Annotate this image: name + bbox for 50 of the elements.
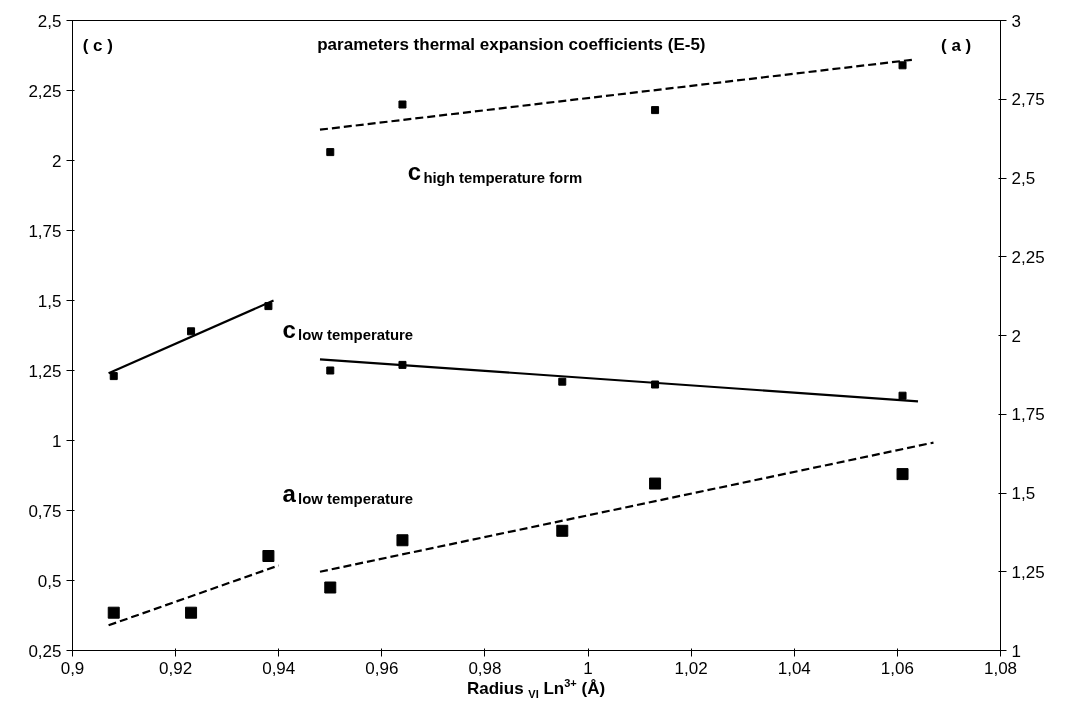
- y2-tick-label: 3: [1011, 11, 1021, 31]
- annotation: ( c ): [82, 36, 113, 56]
- x-tick-label: 1,02: [674, 658, 708, 678]
- x-tick-label: 0,98: [468, 658, 502, 678]
- point: [324, 581, 337, 594]
- point: [896, 468, 909, 481]
- y-tick-label: 1,75: [28, 221, 62, 241]
- y2-tick-label: 2,25: [1011, 247, 1045, 267]
- y-tick-label: 0,75: [28, 501, 62, 521]
- y-tick-label: 1,5: [37, 291, 62, 311]
- point: [898, 391, 907, 400]
- point: [109, 372, 118, 381]
- y-tick-label: 2,5: [37, 11, 62, 31]
- point: [649, 477, 662, 490]
- y2-tick-label: 2: [1011, 326, 1021, 346]
- x-tick-label: 1,06: [880, 658, 914, 678]
- x-tick-label: 0,94: [262, 658, 296, 678]
- x-tick-label: 0,9: [60, 658, 85, 678]
- point: [898, 61, 907, 70]
- x-tick-label: 1,08: [983, 658, 1018, 678]
- point: [326, 366, 335, 375]
- y-tick-label: 1: [52, 431, 62, 451]
- point: [262, 550, 275, 562]
- point: [326, 148, 335, 157]
- y2-tick-label: 2,5: [1011, 169, 1036, 188]
- y2-tick-label: 1,5: [1011, 484, 1036, 503]
- y-tick-label: 2,25: [28, 81, 62, 101]
- x-tick-label: 0,96: [365, 658, 399, 678]
- y2-tick-label: 1,75: [1011, 405, 1045, 425]
- annotation: ( a ): [941, 36, 972, 56]
- point: [651, 106, 660, 115]
- y2-tick-label: 1: [1011, 641, 1021, 661]
- y-tick-label: 0,5: [37, 571, 62, 591]
- point: [556, 524, 569, 537]
- y2-tick-label: 2,75: [1011, 90, 1045, 110]
- point: [398, 100, 407, 109]
- point: [187, 327, 196, 336]
- text: parameters thermal expansion coefficients (E-5): [317, 35, 706, 54]
- y-tick-label: 1,25: [28, 361, 62, 381]
- point: [396, 534, 409, 547]
- x-axis-title: Radius $_{VI}$ Ln$^{3+}$ (Å): [466, 676, 606, 703]
- x-tick-label: 1,04: [777, 658, 811, 678]
- y-tick-label: 2: [52, 151, 62, 171]
- x-tick-label: 0,92: [159, 658, 193, 678]
- x-tick-label: 1: [583, 658, 593, 678]
- point: [107, 606, 120, 619]
- y-tick-label: 0,25: [28, 641, 62, 661]
- point: [558, 377, 567, 386]
- point: [185, 606, 198, 619]
- y2-tick-label: 1,25: [1011, 562, 1045, 582]
